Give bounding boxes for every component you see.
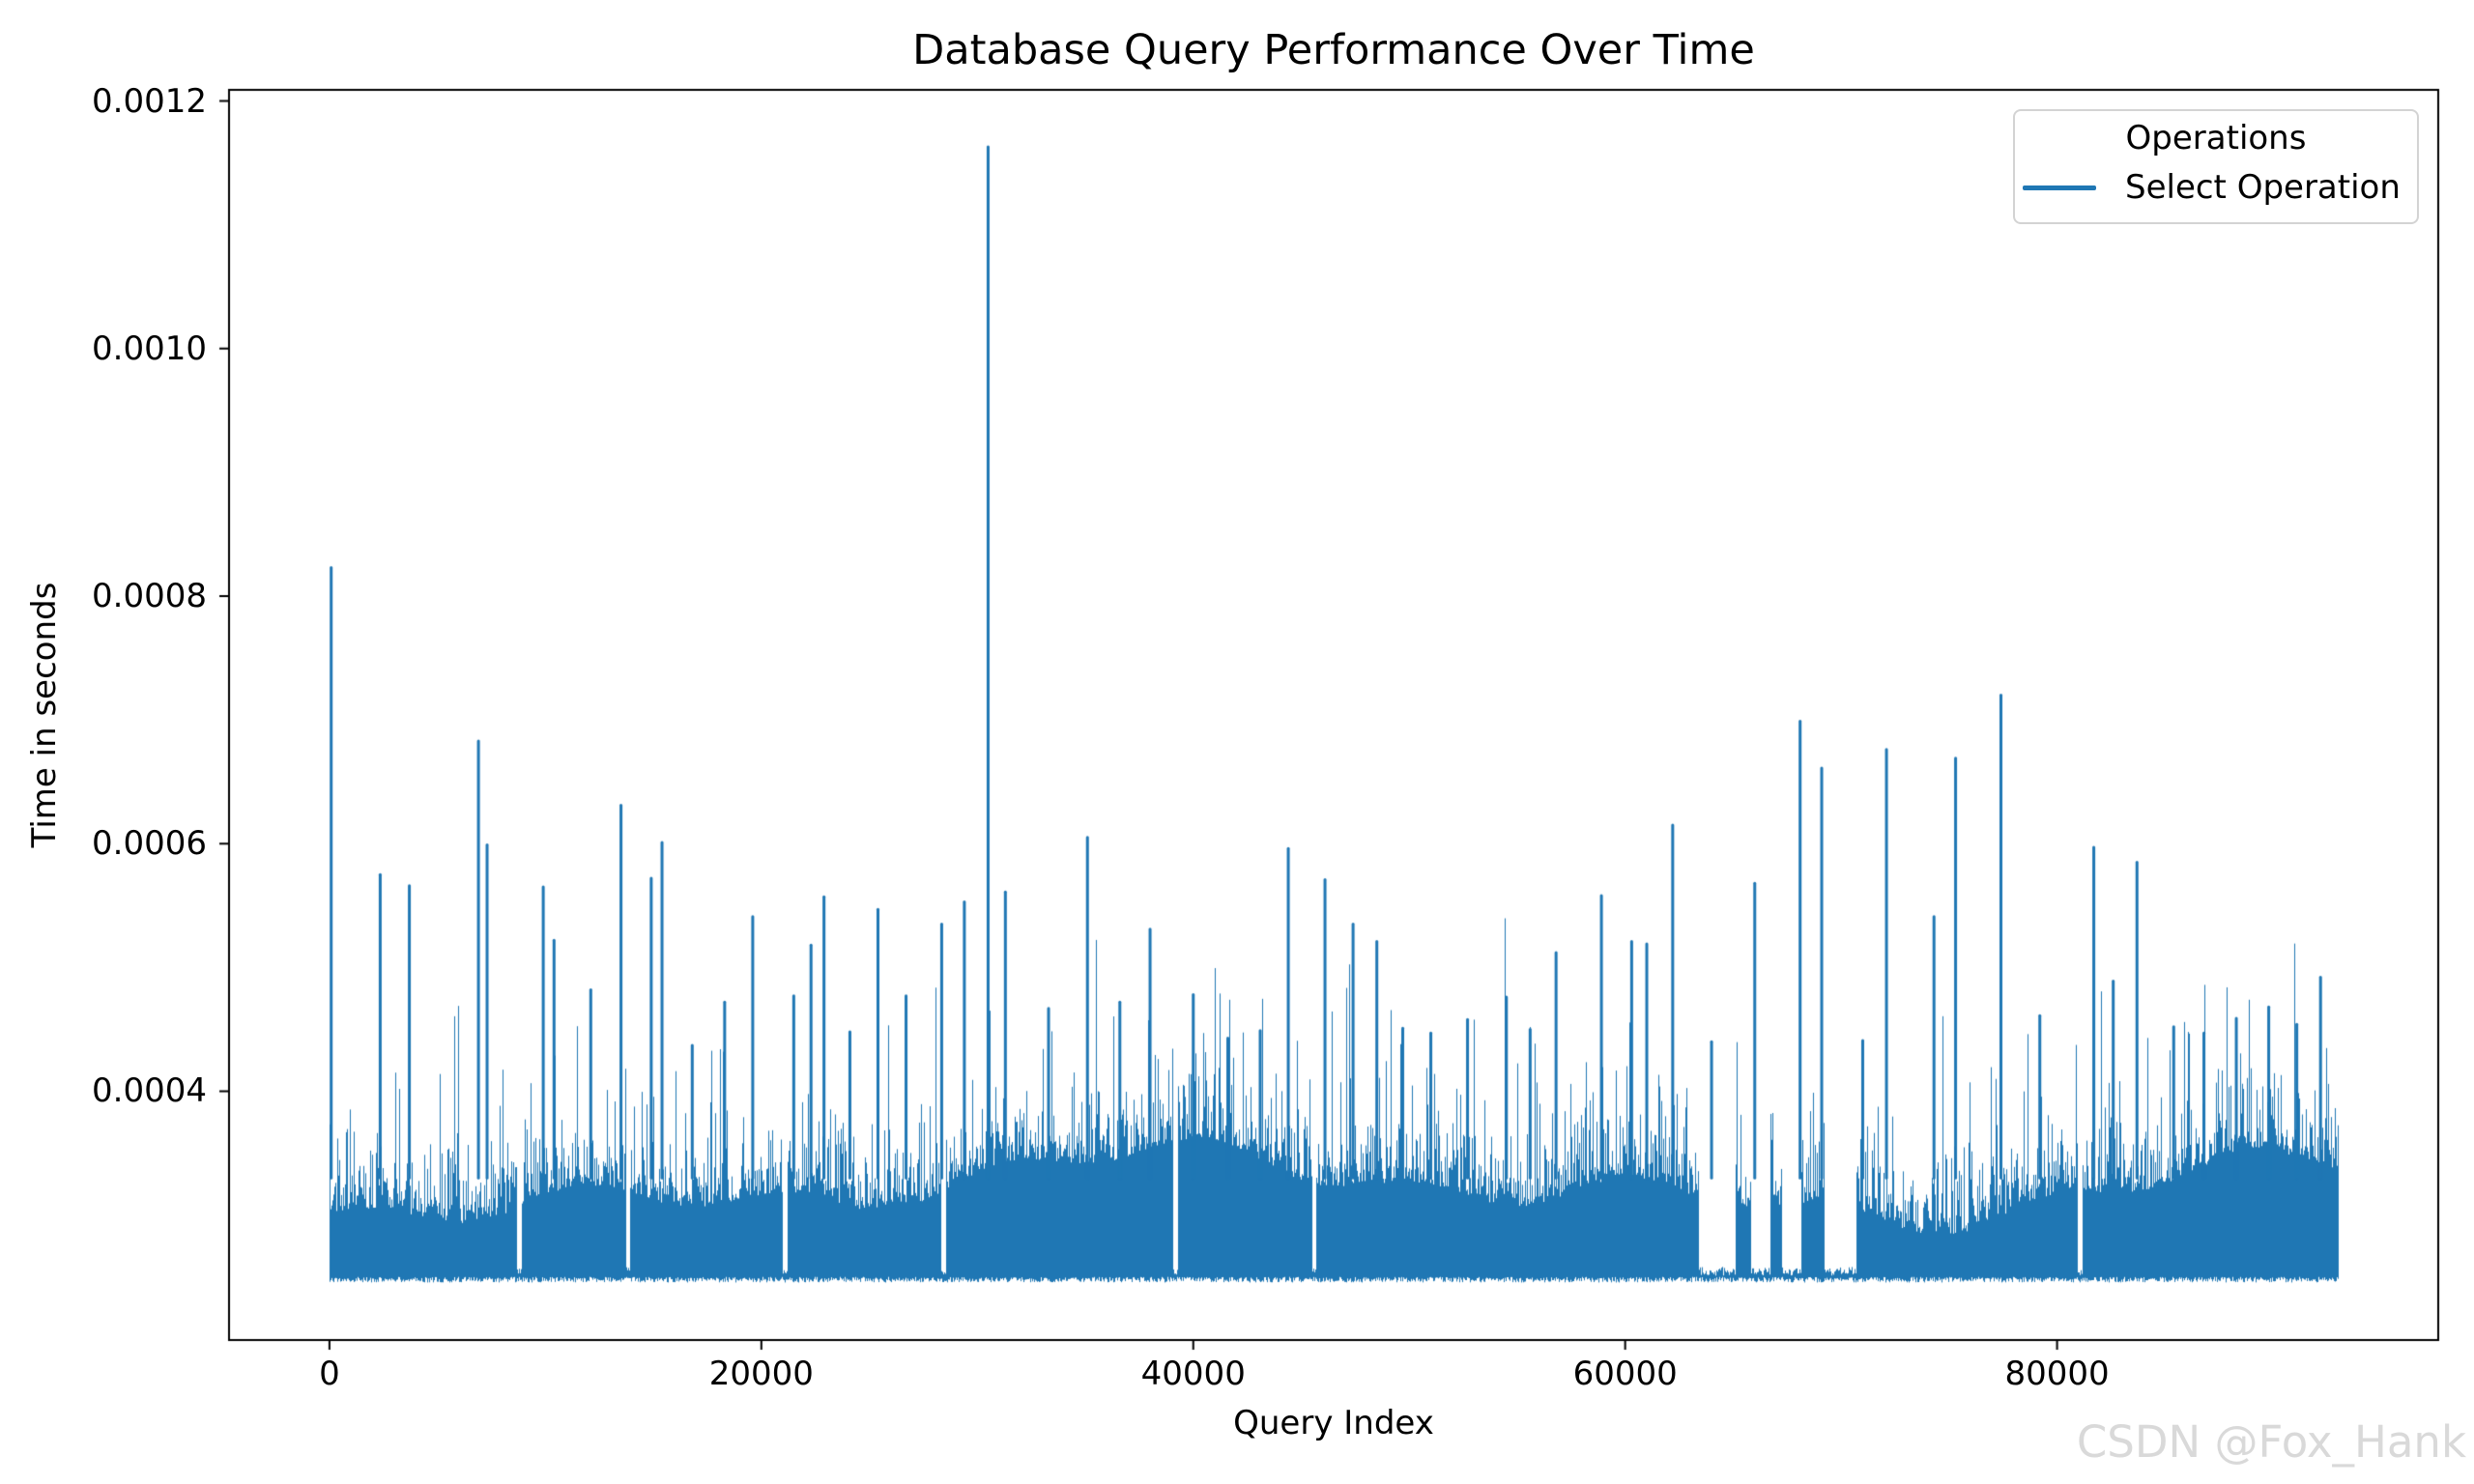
x-tick-label: 60000 (1572, 1355, 1678, 1393)
x-axis-label: Query Index (1233, 1404, 1434, 1442)
y-tick-label: 0.0008 (92, 577, 207, 615)
x-tick-label: 80000 (2004, 1355, 2110, 1393)
chart-title: Database Query Performance Over Time (912, 26, 1755, 74)
y-axis-label: Time in seconds (25, 582, 64, 848)
x-tick-label: 40000 (1140, 1355, 1246, 1393)
legend-line-swatch (2023, 185, 2096, 190)
y-tick-label: 0.0010 (92, 328, 207, 368)
y-tick-label: 0.0006 (92, 824, 207, 864)
legend: Operations Select Operation (2013, 109, 2419, 224)
y-tick-label: 0.0012 (92, 81, 207, 121)
x-tick-label: 20000 (708, 1355, 814, 1393)
watermark: CSDN @Fox_Hank (2076, 1416, 2466, 1468)
legend-entry-label: Select Operation (2125, 168, 2401, 207)
legend-entry: Select Operation (2023, 168, 2417, 207)
x-tick-label: 0 (319, 1355, 340, 1393)
y-tick-label: 0.0004 (92, 1071, 207, 1111)
legend-title: Operations (2125, 119, 2307, 157)
